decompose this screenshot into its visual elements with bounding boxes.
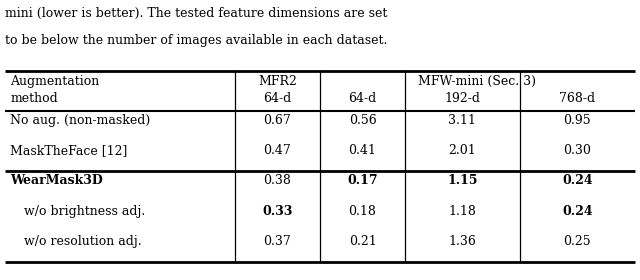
Text: 0.47: 0.47 [264, 144, 291, 157]
Text: WearMask3D: WearMask3D [10, 174, 103, 187]
Text: mini (lower is better). The tested feature dimensions are set: mini (lower is better). The tested featu… [5, 7, 387, 20]
Text: 0.17: 0.17 [347, 174, 378, 187]
Text: 768-d: 768-d [559, 92, 595, 105]
Text: MaskTheFace [12]: MaskTheFace [12] [10, 144, 127, 157]
Text: 0.30: 0.30 [563, 144, 591, 157]
Text: MFW-mini (Sec. 3): MFW-mini (Sec. 3) [419, 75, 536, 88]
Text: 64-d: 64-d [348, 92, 376, 105]
Text: w/o resolution adj.: w/o resolution adj. [24, 235, 142, 248]
Text: 0.41: 0.41 [349, 144, 376, 157]
Text: 0.67: 0.67 [264, 114, 291, 127]
Text: 0.95: 0.95 [563, 114, 591, 127]
Text: 3.11: 3.11 [449, 114, 476, 127]
Text: 2.01: 2.01 [449, 144, 476, 157]
Text: 0.37: 0.37 [264, 235, 291, 248]
Text: 0.25: 0.25 [563, 235, 591, 248]
Text: 0.18: 0.18 [349, 205, 376, 218]
Text: method: method [10, 92, 58, 105]
Text: MFR2: MFR2 [258, 75, 297, 88]
Text: Augmentation: Augmentation [10, 75, 99, 88]
Text: 0.33: 0.33 [262, 205, 292, 218]
Text: 0.38: 0.38 [264, 174, 291, 187]
Text: 1.15: 1.15 [447, 174, 477, 187]
Text: No aug. (non-masked): No aug. (non-masked) [10, 114, 150, 127]
Text: to be below the number of images available in each dataset.: to be below the number of images availab… [5, 34, 387, 46]
Text: 0.21: 0.21 [349, 235, 376, 248]
Text: w/o brightness adj.: w/o brightness adj. [24, 205, 145, 218]
Text: 1.36: 1.36 [449, 235, 476, 248]
Text: 64-d: 64-d [264, 92, 292, 105]
Text: 0.56: 0.56 [349, 114, 376, 127]
Text: 0.24: 0.24 [562, 205, 593, 218]
Text: 0.24: 0.24 [562, 174, 593, 187]
Text: 192-d: 192-d [444, 92, 481, 105]
Text: 1.18: 1.18 [449, 205, 476, 218]
